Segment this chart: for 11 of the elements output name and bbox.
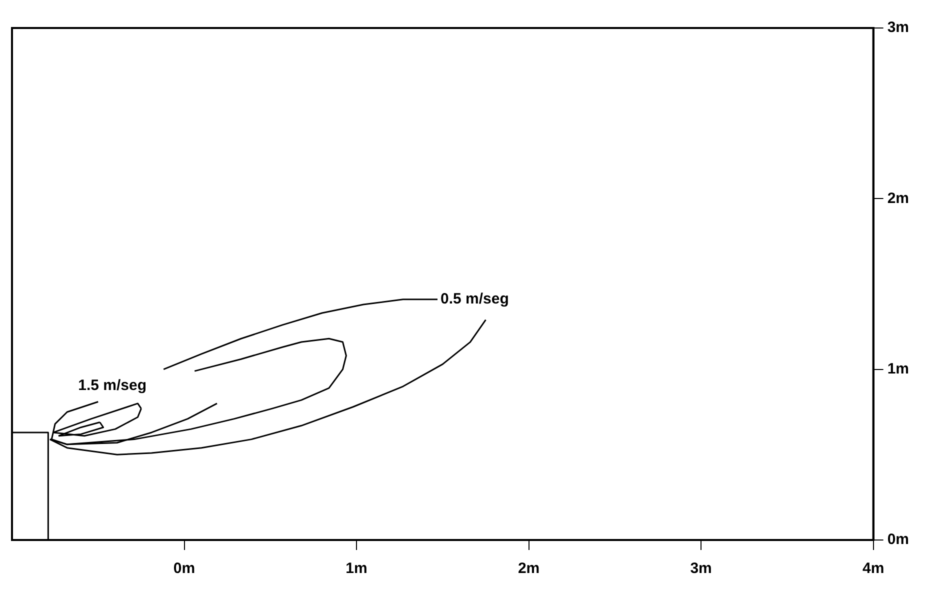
y-tick-label: 3m — [887, 19, 910, 36]
x-tick-label: 1m — [346, 560, 368, 578]
y-tick-label: 0m — [887, 531, 910, 548]
series-label: 0.5 m/seg — [440, 290, 509, 308]
x-tick-label: 0m — [173, 560, 196, 578]
y-tick-label: 2m — [887, 190, 910, 207]
x-tick-label: 3m — [690, 560, 712, 578]
series-label: 1.5 m/seg — [78, 376, 147, 394]
x-tick-label: 2m — [518, 560, 540, 578]
y-tick-label: 1m — [887, 360, 910, 378]
x-tick-label: 4m — [862, 560, 884, 578]
